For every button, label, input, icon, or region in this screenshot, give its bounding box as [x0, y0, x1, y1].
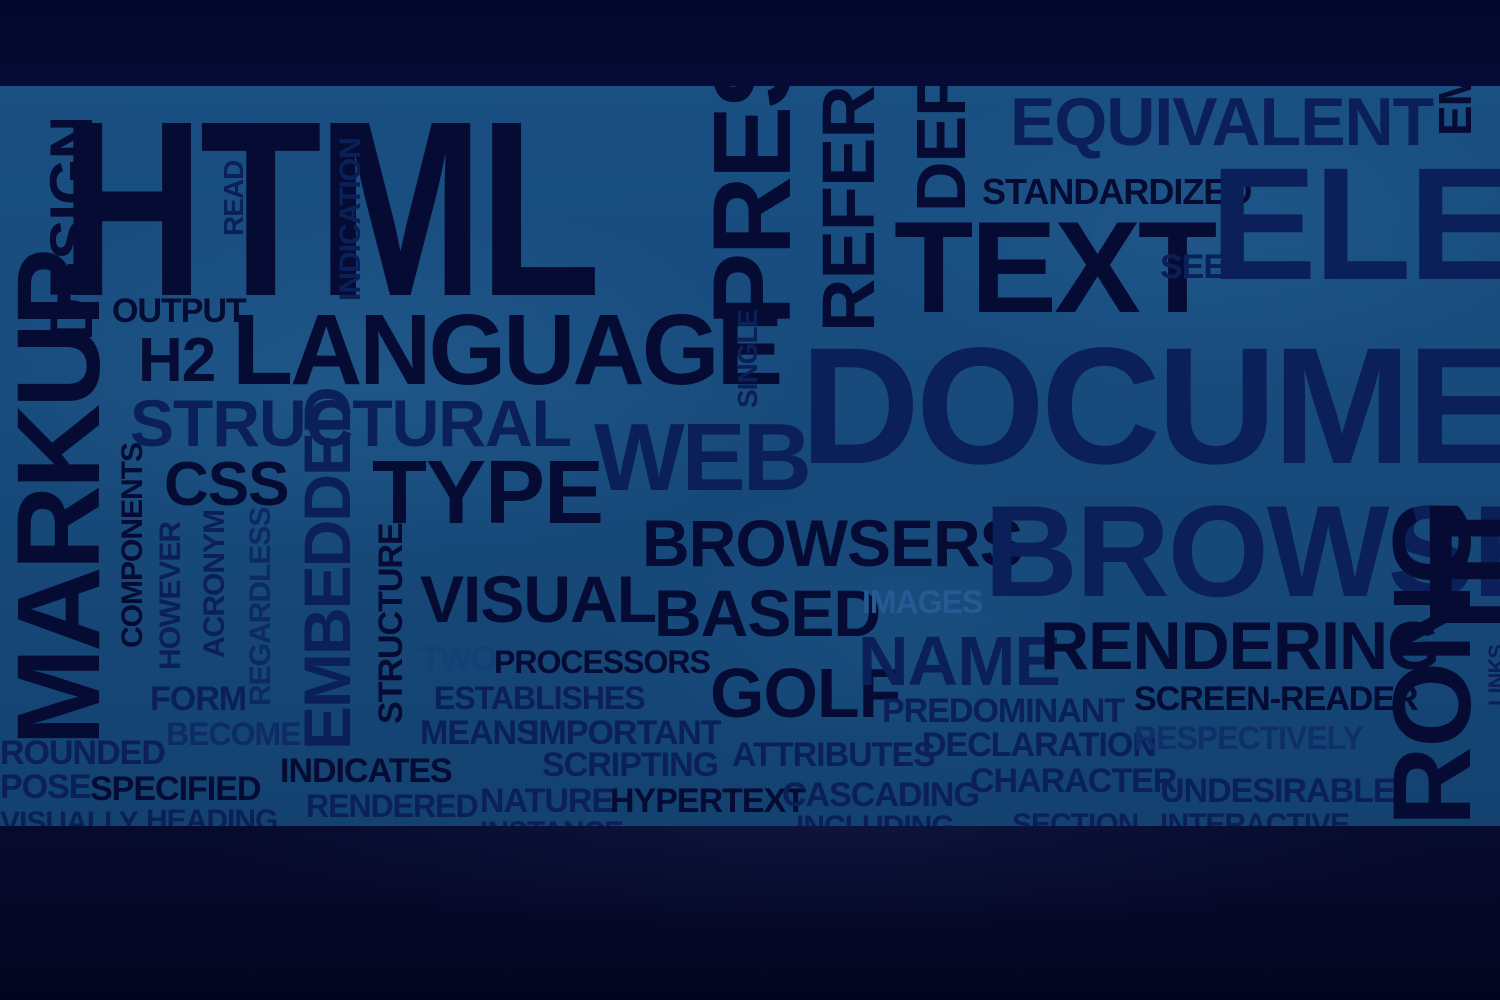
word-name: NAME [858, 622, 1061, 700]
word-form: FORM [150, 680, 247, 718]
word-golf: GOLF [710, 654, 901, 732]
word-become: BECOME [166, 716, 301, 752]
word-predominant: PREDOMINANT [882, 692, 1125, 730]
bottom-dark-band [0, 826, 1500, 1000]
html-word-cloud-image: DESIGN MARKUP HTML READ INDICATION OUTPU… [0, 86, 1500, 826]
word-instance: INSTANCE [480, 818, 624, 827]
word-read: READ [218, 160, 249, 236]
word-browsers: BROWSERS [642, 506, 1024, 580]
word-visual: VISUAL [420, 562, 657, 636]
word-specified: SPECIFIED [90, 770, 261, 808]
word-heading: HEADING [146, 804, 278, 827]
word-nature: NATURE [480, 782, 614, 820]
word-regardless: REGARDLESS [244, 507, 277, 706]
word-scripting: SCRIPTING [542, 746, 719, 784]
word-indication: INDICATION [334, 138, 367, 301]
word-however: HOWEVER [154, 521, 187, 670]
word-text: TEXT [894, 194, 1217, 340]
word-including: INCLUDING [796, 812, 955, 827]
word-establishes: ESTABLISHES [434, 680, 646, 716]
word-structure: STRUCTURE [372, 523, 410, 724]
word-type: TYPE [372, 443, 604, 543]
word-rounded: ROUNDED [0, 734, 166, 772]
word-visually: VISUALLY [0, 806, 139, 827]
word-components: COMPONENTS [116, 442, 149, 648]
word-attributes: ATTRIBUTES [732, 736, 936, 774]
word-structural: STRUCTURAL [130, 386, 572, 460]
word-images: IMAGES [862, 584, 983, 620]
word-links: LINKS [1484, 645, 1500, 706]
word-h2: H2 [138, 326, 216, 395]
word-declaration: DECLARATION [922, 726, 1157, 764]
word-means: MEANS [420, 714, 539, 752]
word-language: LANGUAGE [232, 294, 783, 406]
word-rendered: RENDERED [306, 788, 479, 824]
word-equivalent: EQUIVALENT [1010, 86, 1434, 160]
word-web: WEB [594, 404, 812, 511]
word-element: ELEM [1210, 134, 1500, 313]
word-css: CSS [164, 450, 289, 519]
word-rendering: RENDERING [1040, 608, 1440, 684]
word-purpose: POSE [0, 768, 91, 806]
word-screen-reader: SCREEN-READER [1134, 680, 1419, 718]
word-reference: REFERENC [807, 86, 890, 332]
word-section: SECTION [1012, 808, 1139, 827]
word-see: SEE [1160, 248, 1226, 286]
word-important: IMPORTANT [530, 714, 722, 752]
word-output: OUTPUT [112, 292, 247, 330]
word-browser: BROWSE [984, 478, 1500, 624]
word-undesirable: UNDESIRABLE [1160, 772, 1396, 810]
word-acronym: ACRONYM [198, 510, 231, 658]
word-cascading: CASCADING [782, 776, 980, 814]
word-present: PRESE [691, 86, 814, 326]
word-em: EM [1429, 86, 1481, 136]
word-character: CHARACTER [970, 762, 1177, 800]
word-respectively: RESPECTIVELY [1134, 720, 1364, 756]
word-standardized: STANDARDIZED [982, 171, 1252, 212]
word-embedded: EMBEDDED [290, 388, 364, 750]
word-based: BASED [654, 576, 881, 650]
word-single: SINGLE [732, 309, 763, 408]
word-processors: PROCESSORS [494, 644, 711, 680]
word-interactive: INTERACTIVE [1160, 808, 1350, 827]
word-indicates: INDICATES [280, 752, 453, 790]
top-dark-band [0, 0, 1500, 86]
word-e: E [1420, 487, 1500, 655]
word-document: DOCUMEN [800, 314, 1500, 499]
word-hypertext: HYPERTEXT [610, 782, 806, 820]
word-two: TWO [420, 640, 497, 678]
word-html: HTML [60, 86, 601, 348]
